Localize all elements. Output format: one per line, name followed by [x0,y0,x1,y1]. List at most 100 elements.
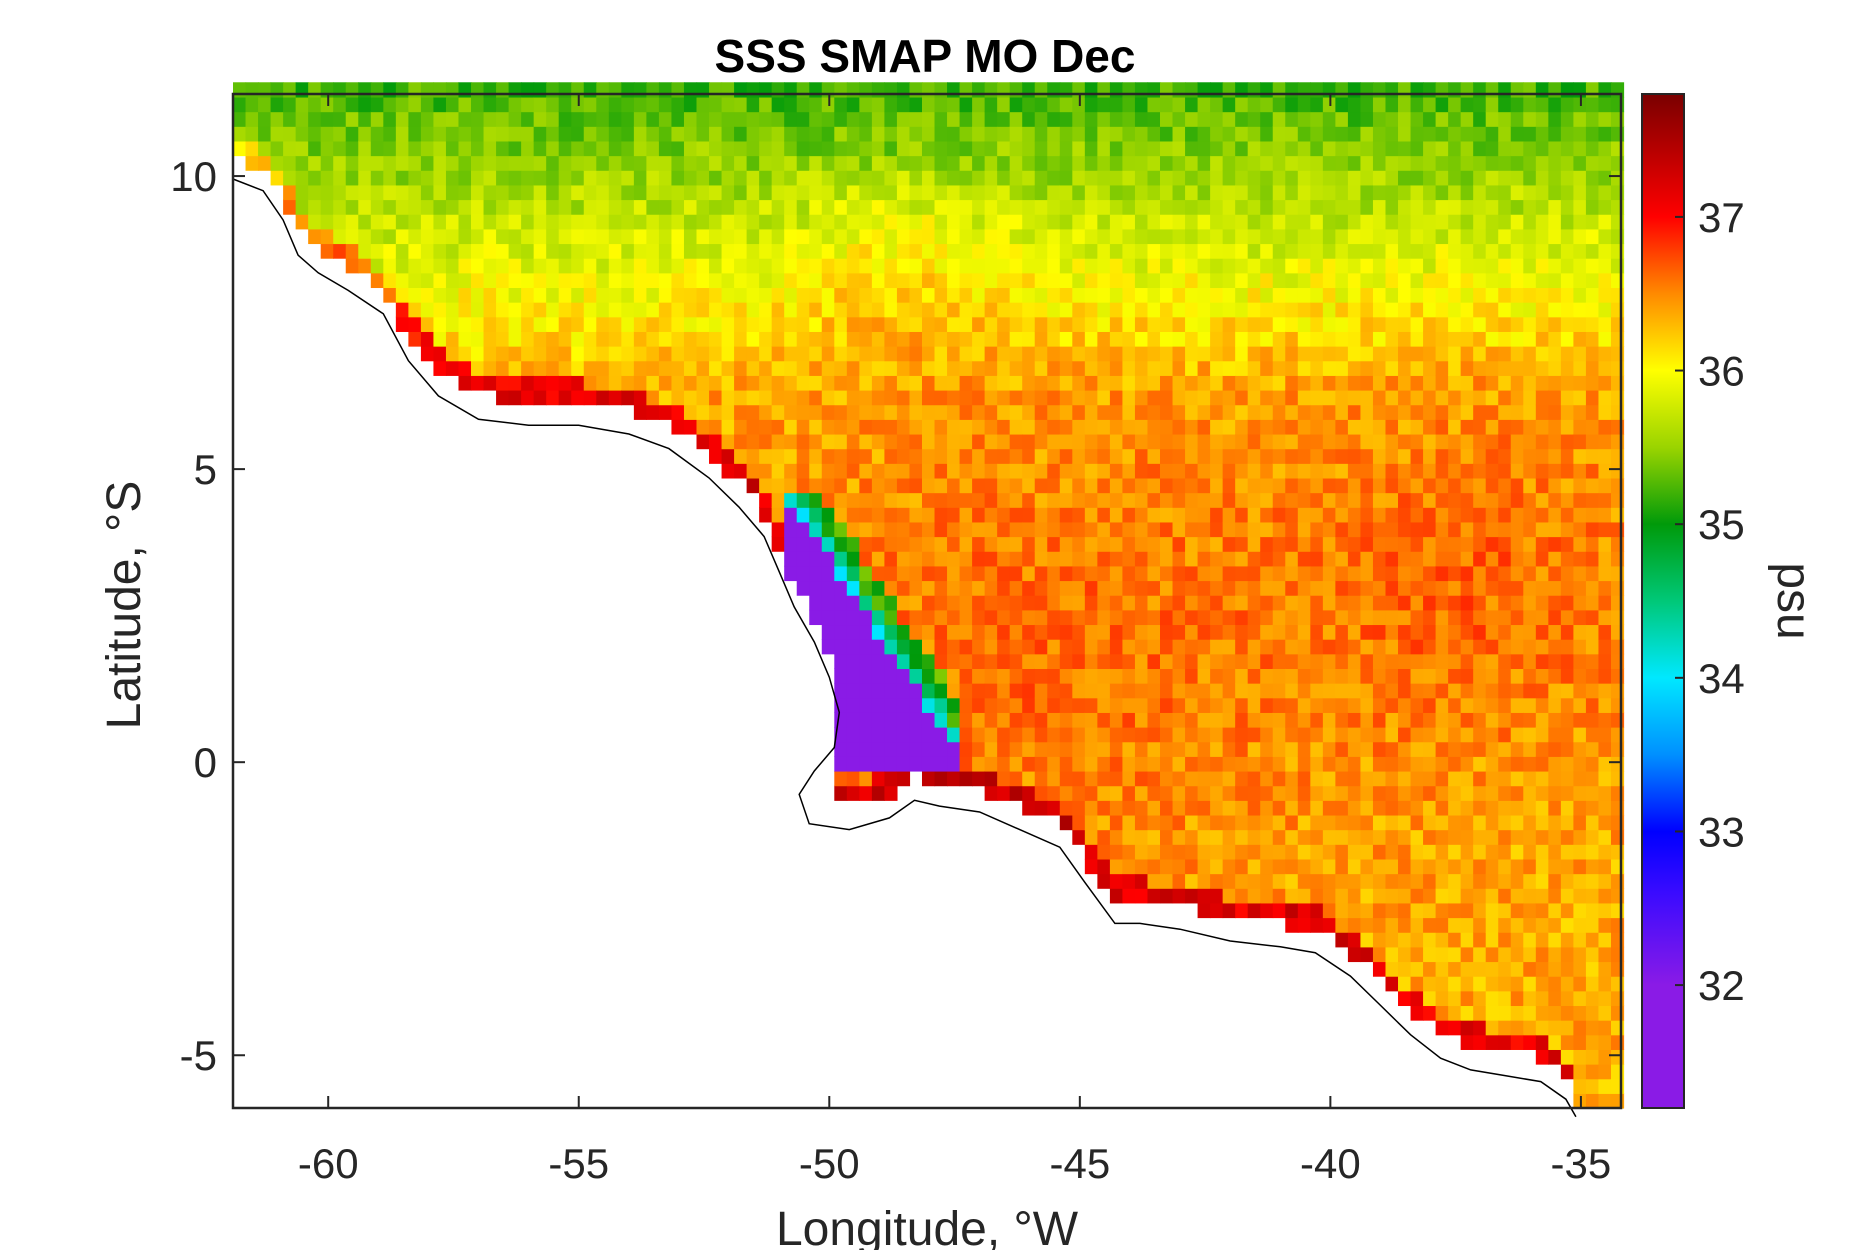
heatmap-cell [1372,697,1387,713]
heatmap-cell [471,96,485,113]
heatmap-cell [1510,551,1524,567]
heatmap-cell [1059,433,1073,450]
heatmap-cell [909,741,923,757]
heatmap-cell [834,521,848,538]
heatmap-cell [1160,199,1174,215]
heatmap-cell [846,419,860,435]
heatmap-cell [1134,375,1149,391]
heatmap-cell [1009,712,1023,728]
heatmap-cell [997,727,1011,743]
heatmap-cell [458,199,472,215]
heatmap-cell [896,624,911,640]
heatmap-cell [1009,770,1023,787]
heatmap-cell [896,609,911,626]
heatmap-cell [608,360,622,376]
heatmap-cell [1410,258,1424,274]
heatmap-cell [1523,1020,1537,1036]
heatmap-cell [784,228,798,245]
heatmap-cell [809,389,823,406]
heatmap-cell [1335,448,1349,464]
heatmap-cell [1448,595,1462,611]
heatmap-cell [1560,507,1574,523]
heatmap-cell [721,140,735,157]
heatmap-cell [496,170,510,186]
heatmap-cell [1009,360,1023,376]
heatmap-cell [1523,741,1537,757]
heatmap-cell [458,96,472,113]
heatmap-cell [521,170,535,186]
heatmap-cell [358,111,372,127]
heatmap-cell [921,228,936,245]
heatmap-cell [1410,389,1424,406]
heatmap-cell [1322,858,1336,875]
heatmap-cell [1160,580,1174,596]
heatmap-cell [571,140,585,157]
heatmap-cell [1347,844,1362,860]
heatmap-cell [1022,477,1036,494]
heatmap-cell [1548,1034,1562,1050]
heatmap-cell [921,199,936,215]
heatmap-cell [1260,858,1274,875]
heatmap-cell [1510,477,1524,494]
heatmap-cell [884,404,898,420]
heatmap-cell [997,331,1011,347]
heatmap-cell [1310,96,1324,113]
heatmap-cell [972,272,986,289]
heatmap-cell [1084,785,1098,801]
heatmap-cell [1134,419,1149,435]
heatmap-cell [1009,565,1023,582]
heatmap-cell [997,595,1011,611]
heatmap-cell [759,346,773,362]
heatmap-cell [1460,580,1474,596]
heatmap-cell [934,463,948,479]
heatmap-cell [959,316,973,332]
heatmap-cell [295,96,309,113]
heatmap-cell [1285,917,1299,933]
heatmap-cell [1147,609,1161,626]
heatmap-cell [1172,184,1186,201]
heatmap-cell [1134,624,1149,640]
heatmap-cell [1109,712,1124,728]
heatmap-cell [959,111,973,127]
heatmap-cell [1560,272,1574,289]
heatmap-cell [1335,712,1349,728]
heatmap-cell [1548,727,1562,743]
heatmap-cell [558,389,572,406]
heatmap-cell [1097,96,1111,113]
heatmap-cell [1235,140,1249,157]
heatmap-cell [1598,917,1612,933]
heatmap-cell [1335,917,1349,933]
heatmap-cell [734,389,748,406]
heatmap-cell [734,184,748,201]
heatmap-cell [1423,668,1437,684]
heatmap-cell [1247,697,1261,713]
heatmap-cell [671,243,685,259]
heatmap-cell [1448,214,1462,230]
heatmap-cell [1160,184,1174,201]
heatmap-cell [1498,140,1512,157]
heatmap-cell [1097,624,1111,640]
heatmap-cell [834,155,848,171]
heatmap-cell [1047,272,1061,289]
heatmap-cell [1385,228,1399,245]
heatmap-cell [1385,770,1399,787]
heatmap-cell [1109,536,1124,552]
heatmap-cell [884,214,898,230]
heatmap-cell [1172,712,1186,728]
heatmap-cell [1385,96,1399,113]
heatmap-cell [972,463,986,479]
heatmap-cell [1385,170,1399,186]
heatmap-cell [1585,375,1600,391]
heatmap-cell [458,302,472,318]
heatmap-cell [408,316,422,332]
heatmap-cell [1034,521,1048,538]
heatmap-cell [1072,565,1086,582]
heatmap-cell [596,272,610,289]
heatmap-cell [1473,858,1487,875]
heatmap-cell [433,228,447,245]
heatmap-cell [959,463,973,479]
heatmap-cell [1097,214,1111,230]
heatmap-cell [521,228,535,245]
heatmap-cell [1147,639,1161,655]
heatmap-cell [921,580,936,596]
